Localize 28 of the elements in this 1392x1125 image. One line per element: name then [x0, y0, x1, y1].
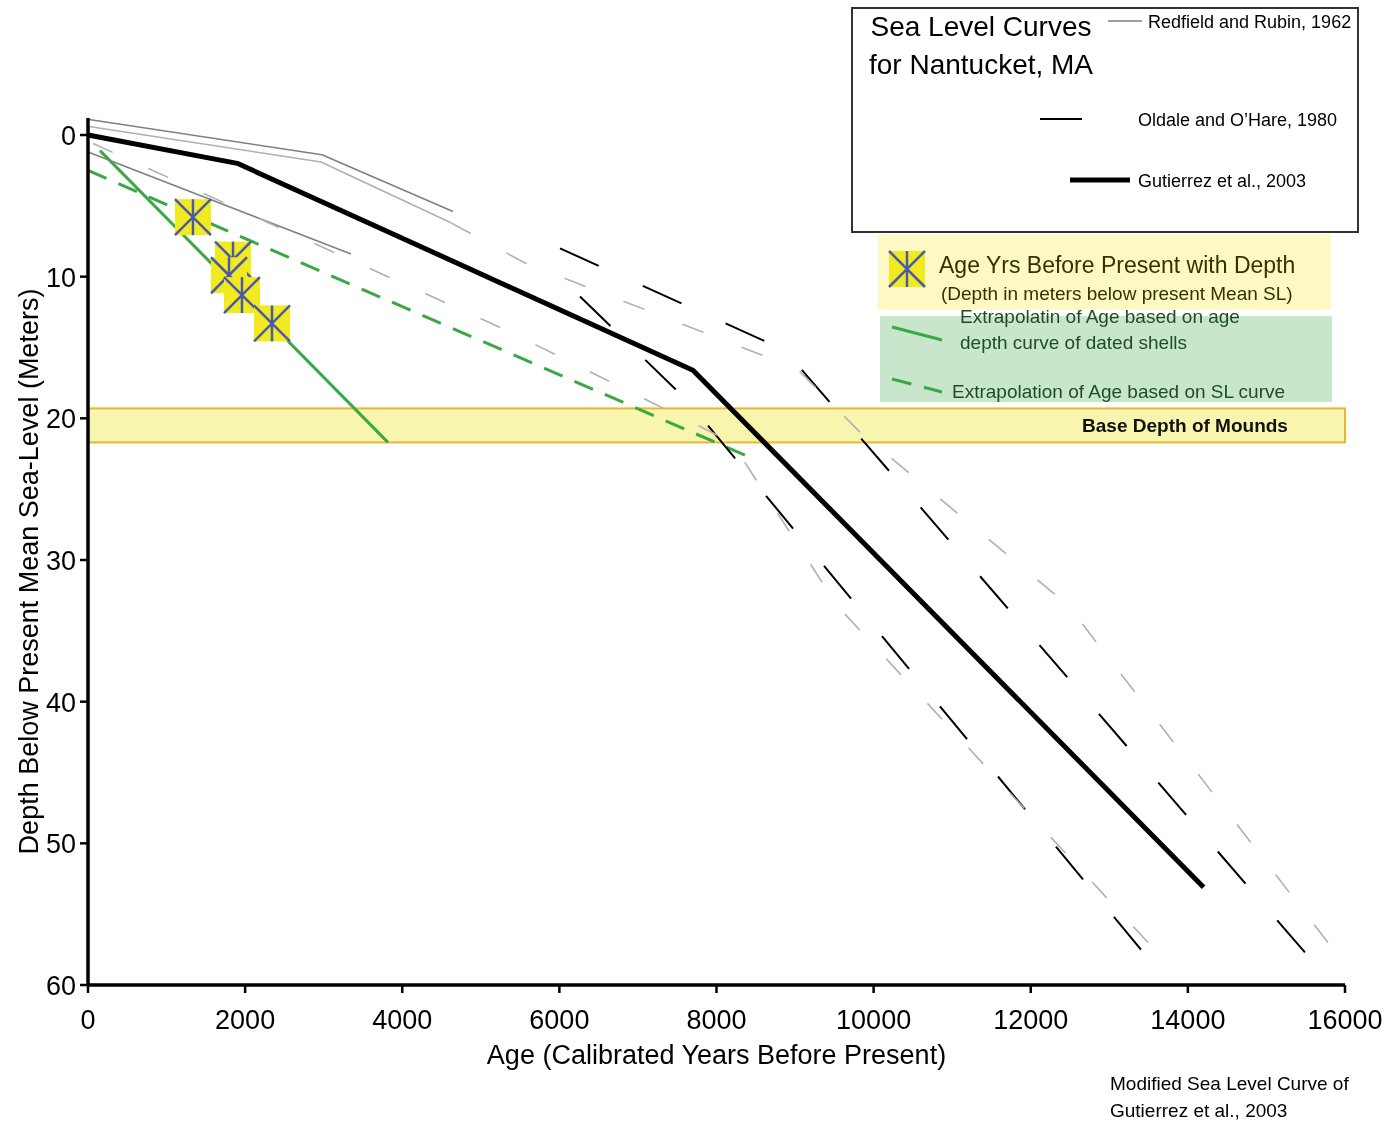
annotation: (Depth in meters below present Mean SL) [941, 283, 1293, 304]
y-axis-title: Depth Below Present Mean Sea-Level (Meters) [14, 288, 44, 855]
x-tick-label: 8000 [686, 1005, 747, 1035]
y-tick-label: 0 [60, 121, 76, 151]
legend-title: Sea Level Curves for Nantucket, MA [868, 11, 1094, 80]
y-tick-label: 30 [45, 546, 76, 576]
y-tick-label: 40 [45, 687, 76, 718]
x-tick-label: 16000 [1307, 1005, 1383, 1035]
x-tick-label: 2000 [215, 1005, 276, 1035]
x-tick-label: 12000 [993, 1005, 1069, 1035]
text: Modified Sea Level Curve of Gutierrez et al., 2003 [1110, 1073, 1350, 1121]
y-tick-label: 60 [45, 971, 76, 1001]
x-tick-label: 10000 [836, 1005, 912, 1035]
band-label: Base Depth of Mounds [1082, 415, 1288, 437]
x-tick-label: 14000 [1150, 1005, 1226, 1035]
x-tick-label: 4000 [372, 1005, 433, 1035]
legend-label: Extrapolatin of Age based on age depth curve of dated shells [960, 306, 1240, 353]
x-axis-title: Age (Calibrated Years Before Present) [486, 1040, 947, 1070]
x-tick-label: 6000 [529, 1005, 590, 1035]
legend-label: Age Yrs Before Present with Depth [939, 252, 1296, 278]
x-tick-label: 0 [80, 1005, 96, 1035]
legend-label: Redfield and Rubin, 1962 [1148, 12, 1352, 32]
y-tick-label: 20 [45, 404, 76, 435]
y-tick-label: 50 [45, 829, 76, 860]
y-tick-label: 10 [45, 262, 76, 293]
legend-label: Gutierrez et al., 2003 [1138, 171, 1307, 191]
legend-label: Extrapolation of Age based on SL curve [952, 381, 1286, 402]
legend-label: Oldale and O’Hare, 1980 [1138, 110, 1338, 130]
